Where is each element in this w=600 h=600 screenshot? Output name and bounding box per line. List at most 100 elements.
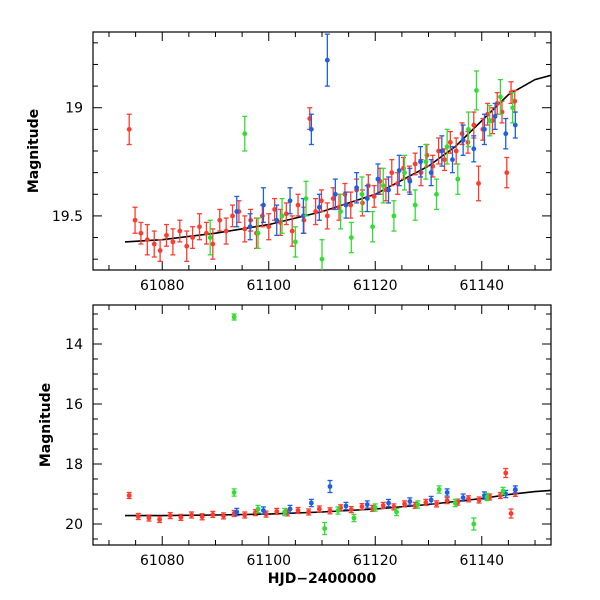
data-point-red bbox=[295, 508, 301, 513]
data-point-green bbox=[380, 183, 386, 189]
data-point-green bbox=[242, 131, 248, 137]
data-point-green bbox=[348, 235, 354, 240]
data-point-red bbox=[402, 501, 407, 507]
data-point-green bbox=[436, 487, 442, 492]
data-point-red bbox=[306, 509, 312, 515]
data-point-blue bbox=[308, 126, 314, 132]
data-point-blue bbox=[324, 57, 330, 63]
data-point-blue bbox=[444, 490, 450, 495]
data-point-red bbox=[289, 228, 295, 234]
data-point-red bbox=[313, 209, 319, 214]
data-point-green bbox=[415, 502, 421, 507]
data-point-green bbox=[394, 509, 399, 515]
data-point-red bbox=[197, 224, 202, 230]
data-point-red bbox=[444, 498, 450, 503]
data-point-red bbox=[476, 497, 482, 503]
data-point-red bbox=[272, 207, 278, 212]
data-point-blue bbox=[386, 500, 391, 506]
data-point-green bbox=[471, 521, 477, 527]
data-point-green bbox=[370, 224, 375, 230]
data-point-green bbox=[484, 494, 490, 500]
data-point-red bbox=[316, 506, 322, 512]
data-point-green bbox=[500, 488, 506, 494]
data-point-red bbox=[230, 213, 235, 219]
data-point-blue bbox=[428, 497, 434, 503]
bottom-panel: 61080 61100 61120 61140 14 16 18 20 Magnitude HJD… bbox=[38, 304, 552, 587]
data-point-red bbox=[210, 512, 216, 517]
data-point-green bbox=[412, 202, 418, 208]
data-point-blue bbox=[343, 202, 349, 208]
data-point-red bbox=[144, 237, 150, 243]
data-point-red bbox=[512, 98, 518, 104]
data-point-red bbox=[485, 111, 491, 117]
data-point-blue bbox=[308, 500, 314, 506]
data-point-red bbox=[371, 194, 377, 199]
data-point-blue bbox=[492, 113, 498, 119]
data-point-red bbox=[476, 181, 481, 186]
data-point-red bbox=[178, 515, 184, 520]
data-point-blue bbox=[396, 168, 402, 173]
data-point-red bbox=[151, 241, 157, 247]
data-point-green bbox=[391, 213, 397, 219]
y-tick-label: 14 bbox=[65, 337, 83, 353]
data-point-red bbox=[330, 196, 336, 202]
data-point-blue bbox=[234, 509, 240, 515]
data-point-red bbox=[283, 211, 289, 217]
data-point-blue bbox=[332, 191, 338, 197]
data-point-blue bbox=[354, 185, 360, 191]
data-point-green bbox=[292, 239, 298, 245]
data-point-blue bbox=[460, 137, 466, 143]
data-point-green bbox=[402, 170, 407, 176]
x-tick-label: 61080 bbox=[140, 553, 185, 569]
data-point-red bbox=[447, 139, 453, 145]
data-point-blue bbox=[327, 484, 333, 489]
data-point-red bbox=[319, 198, 324, 204]
data-point-red bbox=[471, 122, 477, 128]
data-point-green bbox=[510, 105, 516, 111]
data-point-red bbox=[170, 239, 176, 245]
data-point-red bbox=[359, 504, 365, 509]
data-point-red bbox=[138, 230, 144, 236]
data-point-green bbox=[255, 506, 261, 512]
data-point-green bbox=[466, 126, 471, 132]
data-point-blue bbox=[439, 148, 445, 154]
data-point-red bbox=[223, 228, 229, 234]
data-point-red bbox=[389, 170, 395, 176]
data-point-red bbox=[177, 228, 183, 234]
data-point-red bbox=[442, 157, 447, 163]
data-point-blue bbox=[471, 146, 477, 152]
data-point-red bbox=[263, 511, 269, 517]
data-point-green bbox=[319, 256, 325, 262]
data-point-blue bbox=[261, 202, 266, 208]
data-point-blue bbox=[512, 122, 518, 128]
y-tick-label: 16 bbox=[65, 397, 83, 413]
x-tick-label: 61120 bbox=[353, 553, 398, 569]
data-point-red bbox=[498, 493, 503, 498]
y-tick-label: 19.5 bbox=[52, 209, 83, 225]
data-point-blue bbox=[407, 499, 413, 504]
data-layer bbox=[125, 313, 551, 536]
data-point-red bbox=[126, 493, 132, 498]
data-layer bbox=[124, 33, 551, 270]
model-curve bbox=[124, 74, 551, 243]
data-point-red bbox=[189, 512, 194, 518]
data-point-red bbox=[253, 510, 258, 515]
x-tick-label: 61080 bbox=[140, 278, 185, 294]
data-point-green bbox=[474, 88, 479, 93]
data-point-green bbox=[335, 508, 341, 513]
y-tick-label: 18 bbox=[65, 457, 83, 473]
series-red bbox=[126, 467, 518, 524]
data-point-green bbox=[455, 176, 461, 182]
data-point-red bbox=[190, 235, 195, 240]
data-point-green bbox=[279, 213, 285, 219]
data-point-blue bbox=[386, 187, 391, 193]
data-point-red bbox=[146, 515, 152, 521]
data-point-red bbox=[327, 508, 333, 514]
data-point-green bbox=[487, 118, 493, 124]
plot-frame bbox=[92, 304, 552, 546]
series-green bbox=[231, 313, 506, 536]
data-point-red bbox=[266, 224, 272, 230]
x-tick-label: 61120 bbox=[353, 278, 398, 294]
data-point-green bbox=[338, 209, 344, 214]
data-point-green bbox=[498, 94, 503, 100]
